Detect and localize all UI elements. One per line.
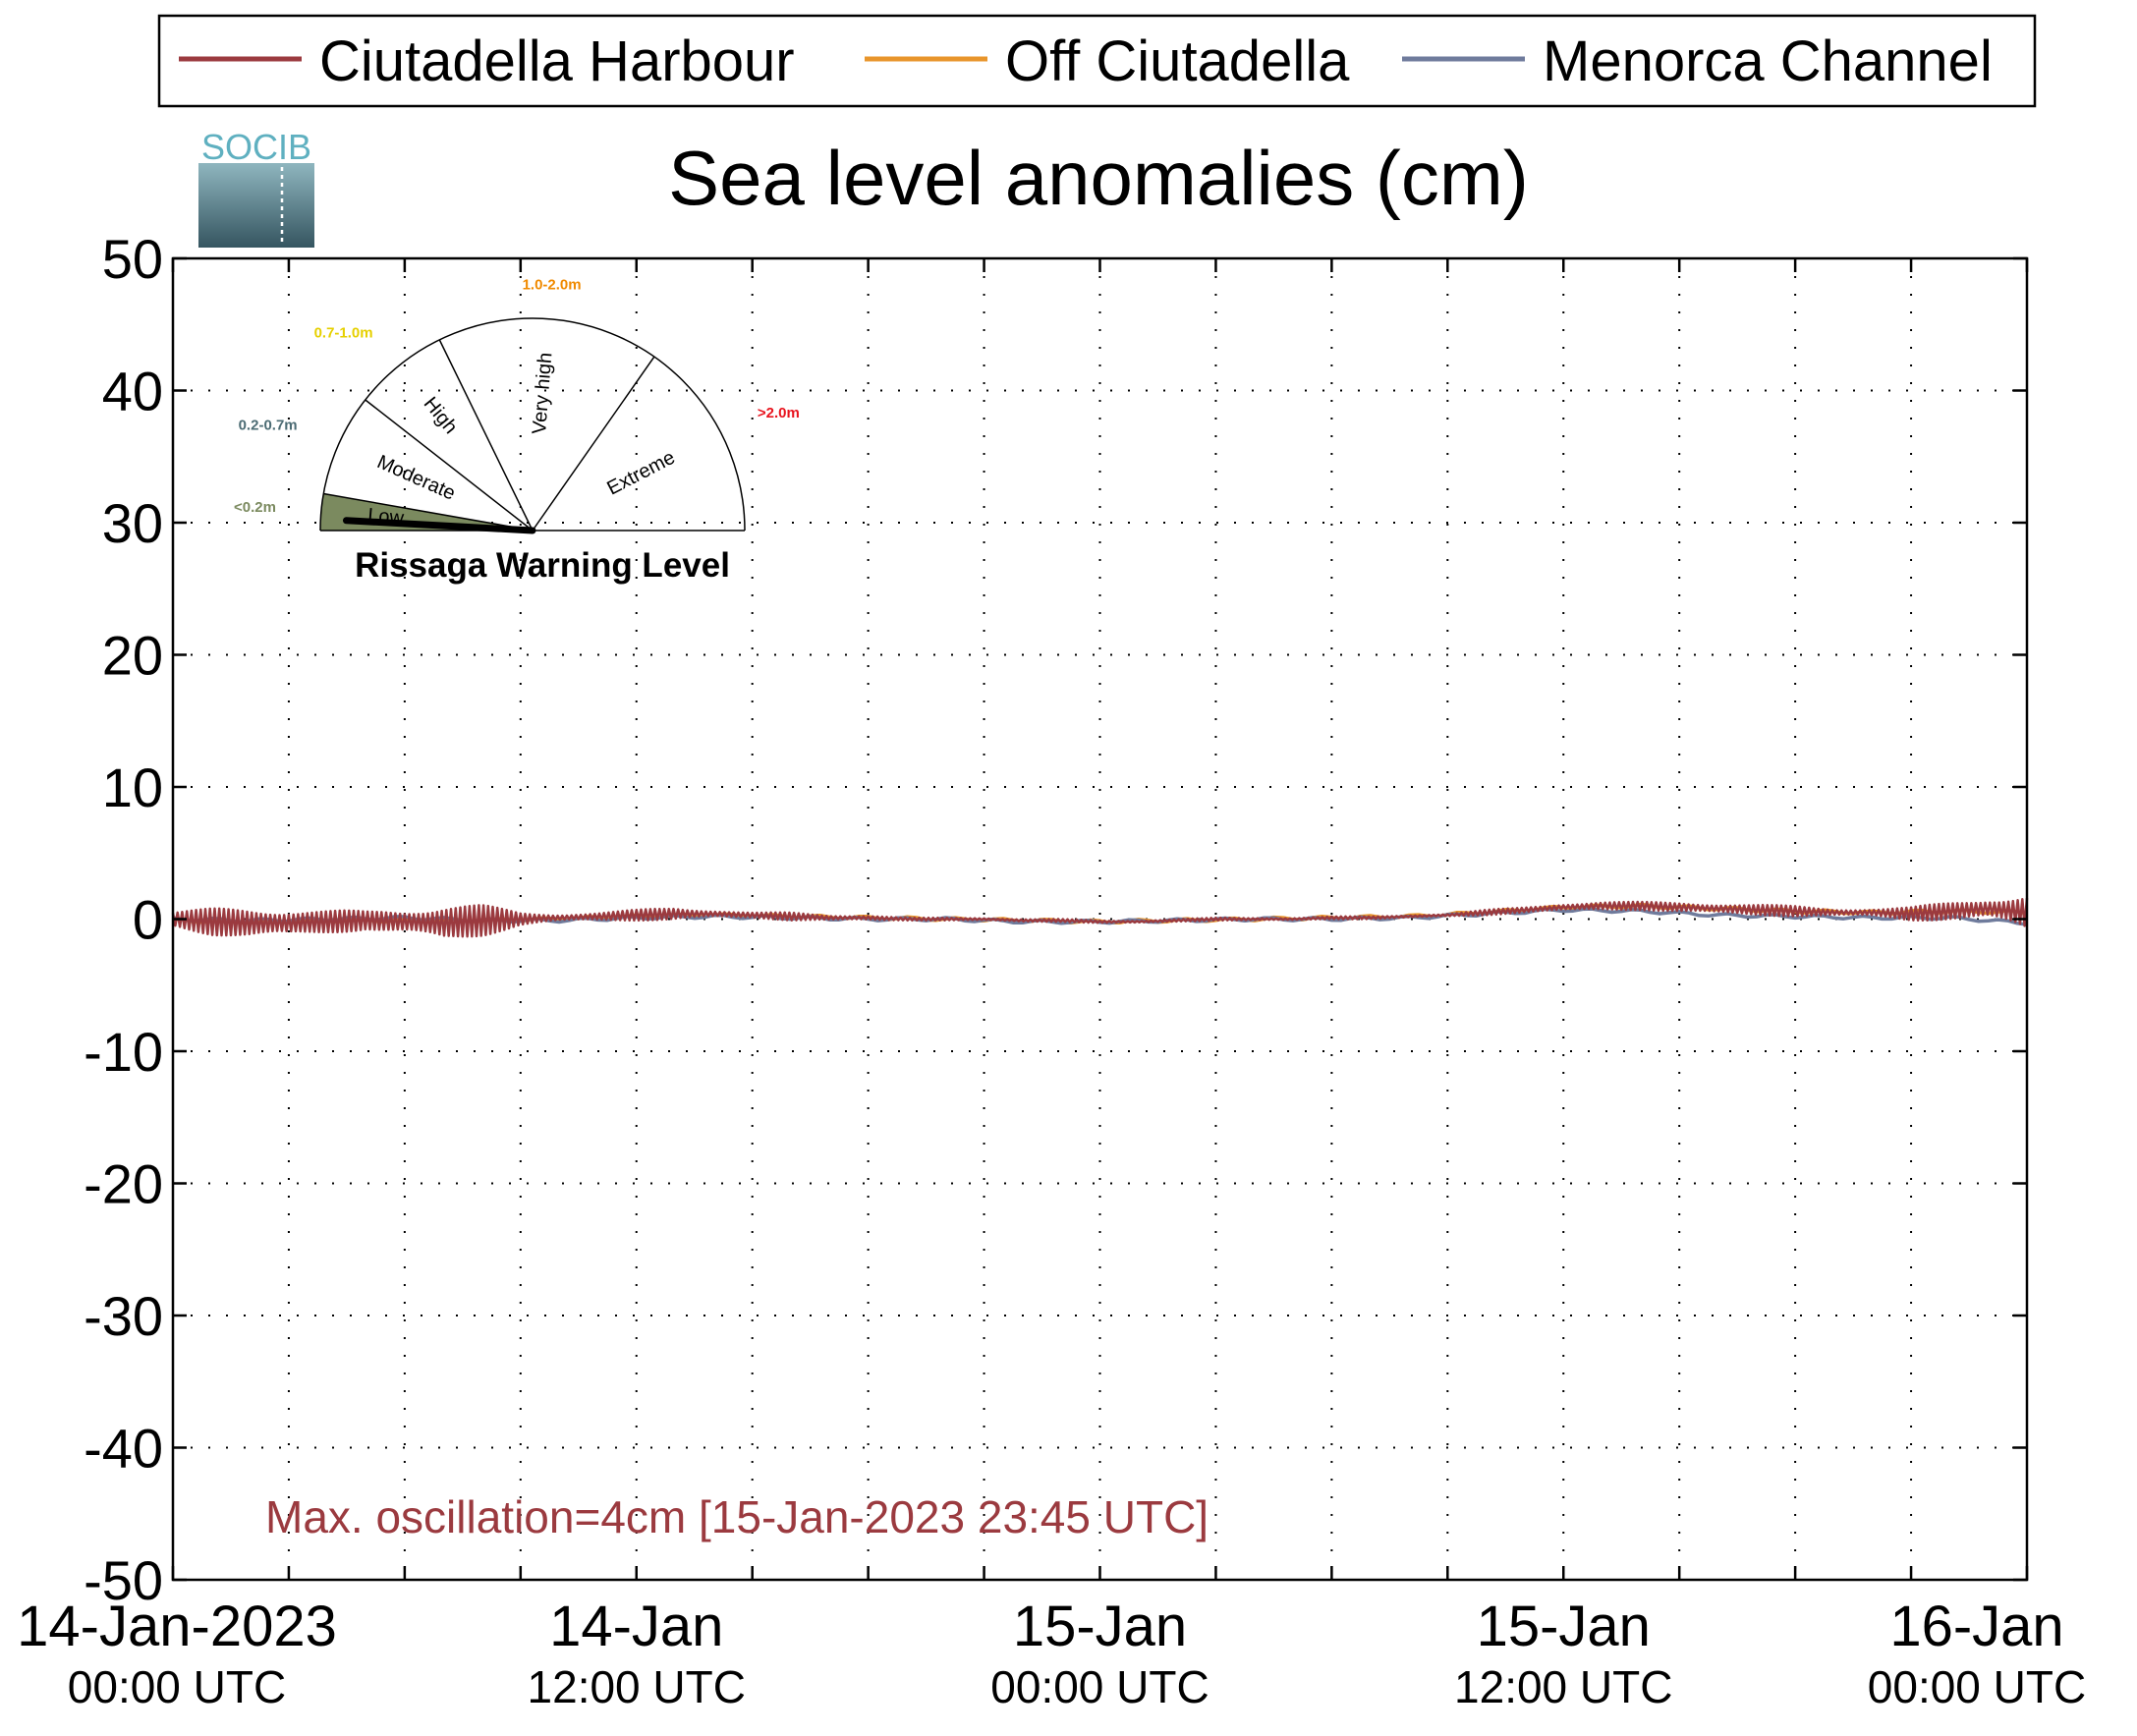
- x-tick-time: 12:00 UTC: [528, 1661, 746, 1712]
- gauge-arc: [319, 317, 746, 532]
- gauge-divider: [365, 399, 534, 532]
- y-tick-label: 0: [133, 889, 163, 951]
- x-tick-date: 14-Jan: [549, 1595, 723, 1658]
- gauge-divider: [438, 339, 534, 532]
- y-tick-label: -10: [84, 1021, 163, 1083]
- gauge-range-2: 0.7-1.0m: [314, 324, 373, 341]
- y-tick-label: 10: [102, 756, 163, 818]
- logo-text: SOCIB: [201, 127, 311, 167]
- y-tick-label: -30: [84, 1285, 163, 1347]
- x-tick-date: 16-Jan: [1889, 1595, 2063, 1658]
- x-tick-date: 15-Jan: [1013, 1595, 1187, 1658]
- gauge-divider: [532, 356, 655, 532]
- gauge-range-0: <0.2m: [234, 499, 276, 516]
- legend-label-1: Off Ciutadella: [1005, 29, 1350, 93]
- legend-label-2: Menorca Channel: [1543, 29, 1993, 93]
- legend-label-0: Ciutadella Harbour: [319, 29, 795, 93]
- y-tick-label: 20: [102, 625, 163, 687]
- y-axis: 50 40 30 20 10 0 -10 -20 -30 -40 -50: [84, 228, 2027, 1611]
- y-tick-label: 50: [102, 228, 163, 290]
- series-layer: [171, 897, 2029, 938]
- gauge-needle: [342, 517, 536, 534]
- gauge-range-4: >2.0m: [758, 405, 800, 421]
- x-tick-time: 00:00 UTC: [68, 1661, 286, 1712]
- y-tick-label: -20: [84, 1153, 163, 1215]
- x-tick-date: 14-Jan-2023: [17, 1595, 337, 1658]
- socib-logo: SOCIB: [198, 127, 314, 248]
- y-tick-label: 30: [102, 492, 163, 554]
- y-tick-label: -40: [84, 1418, 163, 1480]
- y-tick-label: -50: [84, 1549, 163, 1611]
- x-tick-time: 00:00 UTC: [1868, 1661, 2086, 1712]
- y-tick-label: 40: [102, 361, 163, 422]
- legend: Ciutadella Harbour Off Ciutadella Menorca …: [157, 14, 2037, 108]
- x-tick-time: 12:00 UTC: [1454, 1661, 1672, 1712]
- chart-title: Sea level anomalies (cm): [668, 135, 1529, 221]
- gauge-divider: [323, 492, 534, 532]
- x-tick-date: 15-Jan: [1477, 1595, 1651, 1658]
- gauge-title: Rissaga Warning Level: [355, 546, 730, 585]
- max-oscillation-annotation: Max. oscillation=4cm [15-Jan-2023 23:45 …: [265, 1491, 1209, 1542]
- x-tick-time: 00:00 UTC: [990, 1661, 1209, 1712]
- gauge-range-3: 1.0-2.0m: [523, 277, 582, 294]
- gauge-range-1: 0.2-0.7m: [239, 417, 298, 433]
- series-line-ciutadella-harbour: [171, 897, 2029, 938]
